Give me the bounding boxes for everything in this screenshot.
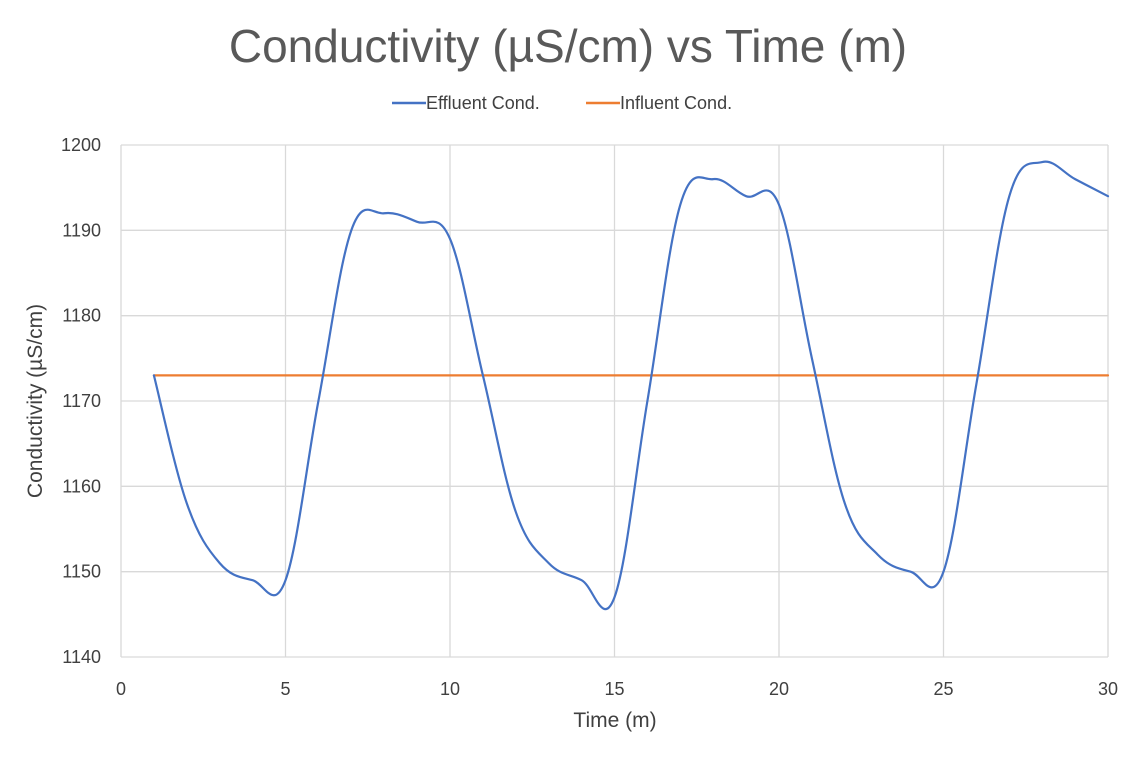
y-tick-label: 1180: [62, 306, 101, 326]
y-tick-label: 1190: [62, 220, 101, 240]
y-tick-label: 1200: [61, 135, 101, 155]
gridlines: [120, 144, 1109, 658]
x-tick-label: 25: [933, 679, 953, 699]
x-tick-label: 10: [440, 679, 460, 699]
tick-labels: 1140 1150 1160 1170 1180 1190 1200 0 5 10 15 20 25 30: [61, 135, 1118, 699]
series-line-effluent-cond: [152, 160, 1110, 611]
series-layer: [152, 160, 1110, 611]
y-axis-title: Conductivity (µS/cm): [24, 304, 47, 498]
legend-label-influent-cond: Influent Cond.: [620, 93, 732, 113]
legend-label-effluent-cond: Effluent Cond.: [426, 93, 540, 113]
x-axis-title: Time (m): [573, 709, 656, 732]
x-tick-label: 20: [769, 679, 789, 699]
x-tick-label: 5: [280, 679, 290, 699]
x-tick-label: 30: [1098, 679, 1118, 699]
y-tick-label: 1170: [62, 391, 101, 411]
chart-title: Conductivity (µS/cm) vs Time (m): [229, 20, 907, 72]
x-tick-label: 15: [604, 679, 624, 699]
legend: Effluent Cond. Influent Cond.: [392, 93, 732, 113]
y-tick-label: 1150: [62, 562, 101, 582]
y-tick-label: 1160: [62, 476, 101, 496]
x-tick-label: 0: [116, 679, 126, 699]
y-tick-label: 1140: [62, 647, 101, 667]
